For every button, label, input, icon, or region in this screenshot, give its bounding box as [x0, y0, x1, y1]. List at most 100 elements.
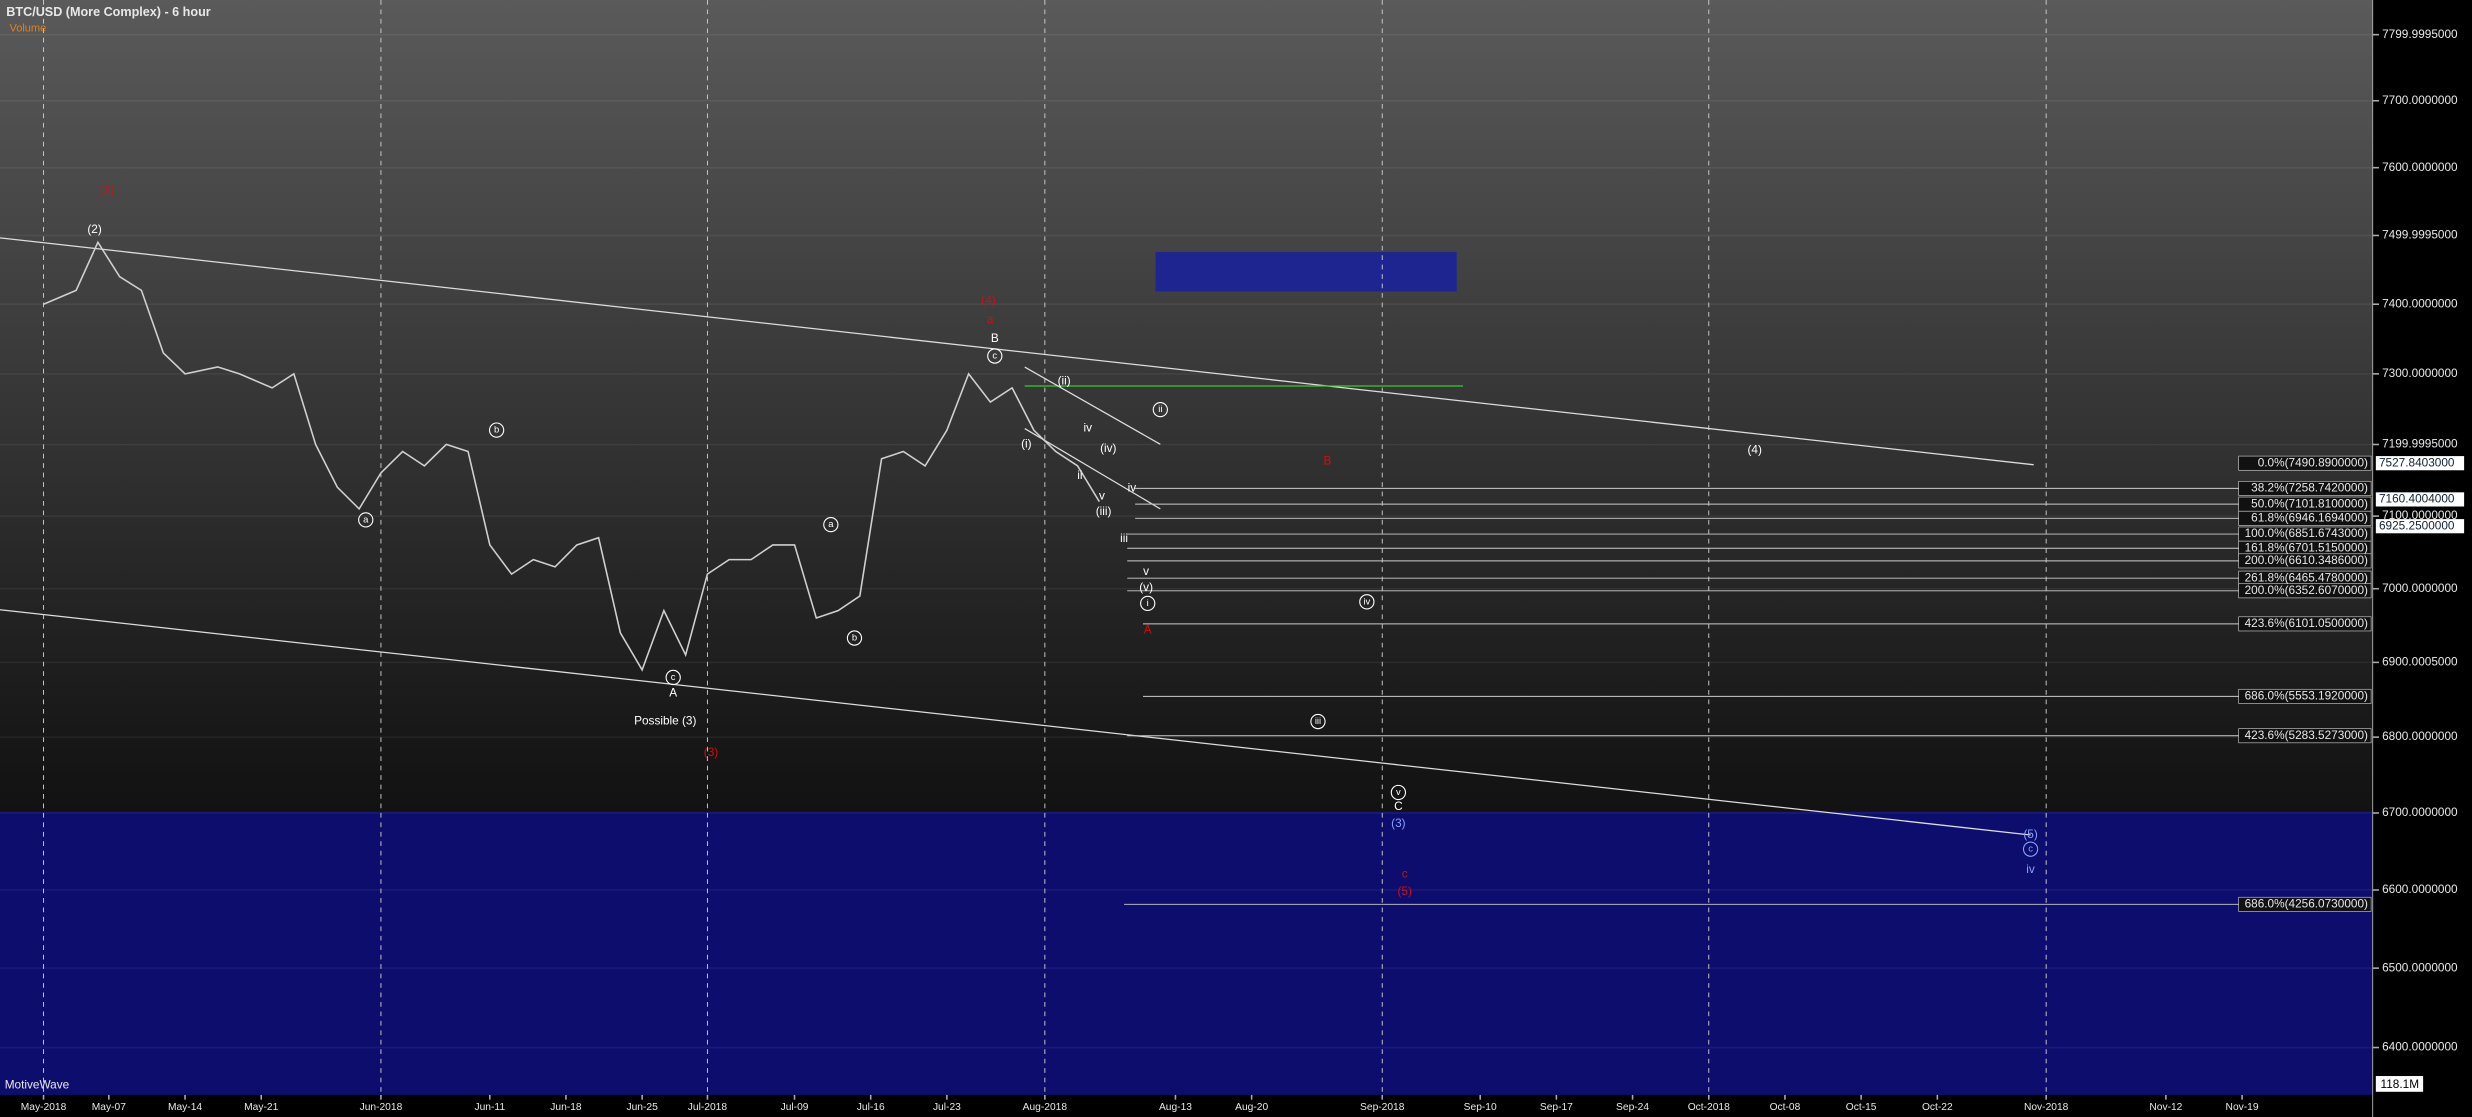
- wave-label: c: [1402, 867, 1408, 881]
- wave-label: iii: [1120, 531, 1128, 545]
- x-tick-label: May-14: [168, 1102, 202, 1113]
- y-tick-label: 6900.0005000: [2382, 655, 2458, 669]
- fib-label: 38.2%(7258.7420000): [2251, 481, 2368, 495]
- wave-label: iv: [1084, 421, 1093, 435]
- price-badge-bg: [2375, 456, 2465, 471]
- channel-bottom: [0, 609, 2031, 836]
- fib-label-bg: [2238, 455, 2372, 471]
- y-tick-label: 7400.0000000: [2382, 296, 2458, 310]
- wave-label: Possible (3): [634, 714, 696, 728]
- wave-label: (ii): [1058, 373, 1071, 387]
- wave-label: c: [992, 351, 997, 362]
- wave-circle: [1359, 594, 1375, 610]
- fib-label: 161.8%(6701.5150000): [2245, 540, 2368, 554]
- fib-label-bg: [2238, 510, 2372, 526]
- wave-label: iv: [1128, 481, 1137, 495]
- x-tick-label: Jul-23: [933, 1102, 961, 1113]
- y-tick-label: 7300.0000000: [2382, 366, 2458, 380]
- x-tick-label: Oct-08: [1770, 1102, 1801, 1113]
- price-badge: 6925.2500000: [2379, 518, 2455, 532]
- x-tick-label: Oct-15: [1846, 1102, 1877, 1113]
- fib-label: 423.6%(6101.0500000): [2245, 616, 2368, 630]
- y-tick-label: 7499.9995000: [2382, 228, 2458, 242]
- fib-label-bg: [2238, 583, 2372, 599]
- wave-circle: [987, 348, 1003, 364]
- wave-label: (2): [100, 183, 114, 197]
- fib-label: 423.6%(5283.5273000): [2245, 728, 2368, 742]
- wave-circle: [1152, 401, 1168, 418]
- x-tick-label: Sep-17: [1540, 1102, 1573, 1113]
- wave-label: B: [1323, 454, 1331, 468]
- x-tick-label: Jun-11: [474, 1102, 505, 1113]
- x-tick-label: Aug-20: [1235, 1102, 1268, 1113]
- wave-label: B: [991, 331, 999, 345]
- chart-title: BTC/USD (More Complex) - 6 hour: [6, 5, 210, 19]
- wave-label: b: [494, 425, 499, 436]
- wave-label: v: [1396, 787, 1401, 798]
- fib-label-bg: [2238, 728, 2372, 744]
- wave-label: (2): [87, 222, 101, 236]
- wave-label: iii: [1315, 716, 1321, 727]
- x-tick-label: Aug-2018: [1023, 1102, 1068, 1113]
- wave-label: ii: [1077, 468, 1082, 482]
- wave-label: c: [671, 672, 676, 683]
- wave-label: (i): [1021, 436, 1032, 450]
- x-tick-label: May-07: [92, 1102, 126, 1113]
- wave-label: iv: [1363, 596, 1370, 607]
- wave-label: ii: [1158, 404, 1162, 415]
- fib-label-bg: [2238, 896, 2372, 912]
- wave-label: (4): [981, 293, 995, 307]
- wave-label: a: [987, 312, 994, 326]
- wave-label: iv: [2026, 862, 2035, 876]
- fib-label: 200.0%(6352.6070000): [2245, 583, 2368, 597]
- y-tick-label: 6400.0000000: [2382, 1040, 2458, 1054]
- resistance-box: [1155, 252, 1457, 292]
- wave-label: (3): [704, 745, 718, 759]
- fib-label: 261.8%(6465.4780000): [2245, 570, 2368, 584]
- wave-label: i: [1147, 598, 1149, 609]
- x-tick-label: Jul-16: [857, 1102, 885, 1113]
- volume-badge-bg: [2375, 1076, 2424, 1092]
- fib-label: 100.0%(6851.6743000): [2245, 526, 2368, 540]
- volume-label: Volume: [9, 22, 46, 34]
- wave-label: (3): [1391, 816, 1405, 830]
- x-tick-label: Jul-2018: [688, 1102, 728, 1113]
- channel-top: [0, 237, 2034, 466]
- y-tick-label: 7700.0000000: [2382, 93, 2458, 107]
- wave-label: b: [852, 633, 857, 644]
- wave-circle: [1390, 784, 1407, 801]
- price-badge-bg: [2375, 519, 2465, 534]
- fib-label-bg: [2238, 688, 2372, 704]
- y-tick-label: 7100.0000000: [2382, 508, 2458, 522]
- x-tick-label: May-21: [244, 1102, 278, 1113]
- fib-label-bg: [2238, 616, 2372, 632]
- price-badge: 7160.4004000: [2379, 492, 2455, 506]
- fib-label: 686.0%(5553.1920000): [2245, 688, 2368, 702]
- x-tick-label: Nov-12: [2149, 1102, 2182, 1113]
- wave-circle: [846, 630, 863, 646]
- wedge-line: [1024, 366, 1161, 445]
- x-tick-label: Jun-25: [626, 1102, 658, 1113]
- wave-circle: [2022, 841, 2039, 857]
- fib-label-bg: [2238, 480, 2372, 496]
- x-axis-panel: [0, 1094, 2373, 1117]
- wave-label: (5): [1397, 884, 1411, 898]
- wave-circle: [358, 512, 374, 528]
- target-zone: [0, 811, 2373, 1095]
- wave-label: A: [1144, 622, 1152, 636]
- wave-label: A: [669, 685, 677, 699]
- volume-badge: 118.1M: [2381, 1077, 2419, 1091]
- y-axis-panel: [2372, 0, 2472, 1117]
- wave-circle: [665, 669, 681, 686]
- x-tick-label: Jun-18: [550, 1102, 582, 1113]
- fib-label-bg: [2238, 553, 2372, 569]
- price-badge: 7527.8403000: [2379, 455, 2455, 469]
- x-tick-label: May-2018: [21, 1102, 67, 1113]
- y-tick-label: 6500.0000000: [2382, 960, 2458, 974]
- y-tick-label: 6700.0000000: [2382, 805, 2458, 819]
- y-tick-label: 6600.0000000: [2382, 882, 2458, 896]
- wave-label: v: [1143, 564, 1149, 578]
- price-badge-bg: [2375, 492, 2465, 507]
- wave-label: c: [2028, 844, 2033, 855]
